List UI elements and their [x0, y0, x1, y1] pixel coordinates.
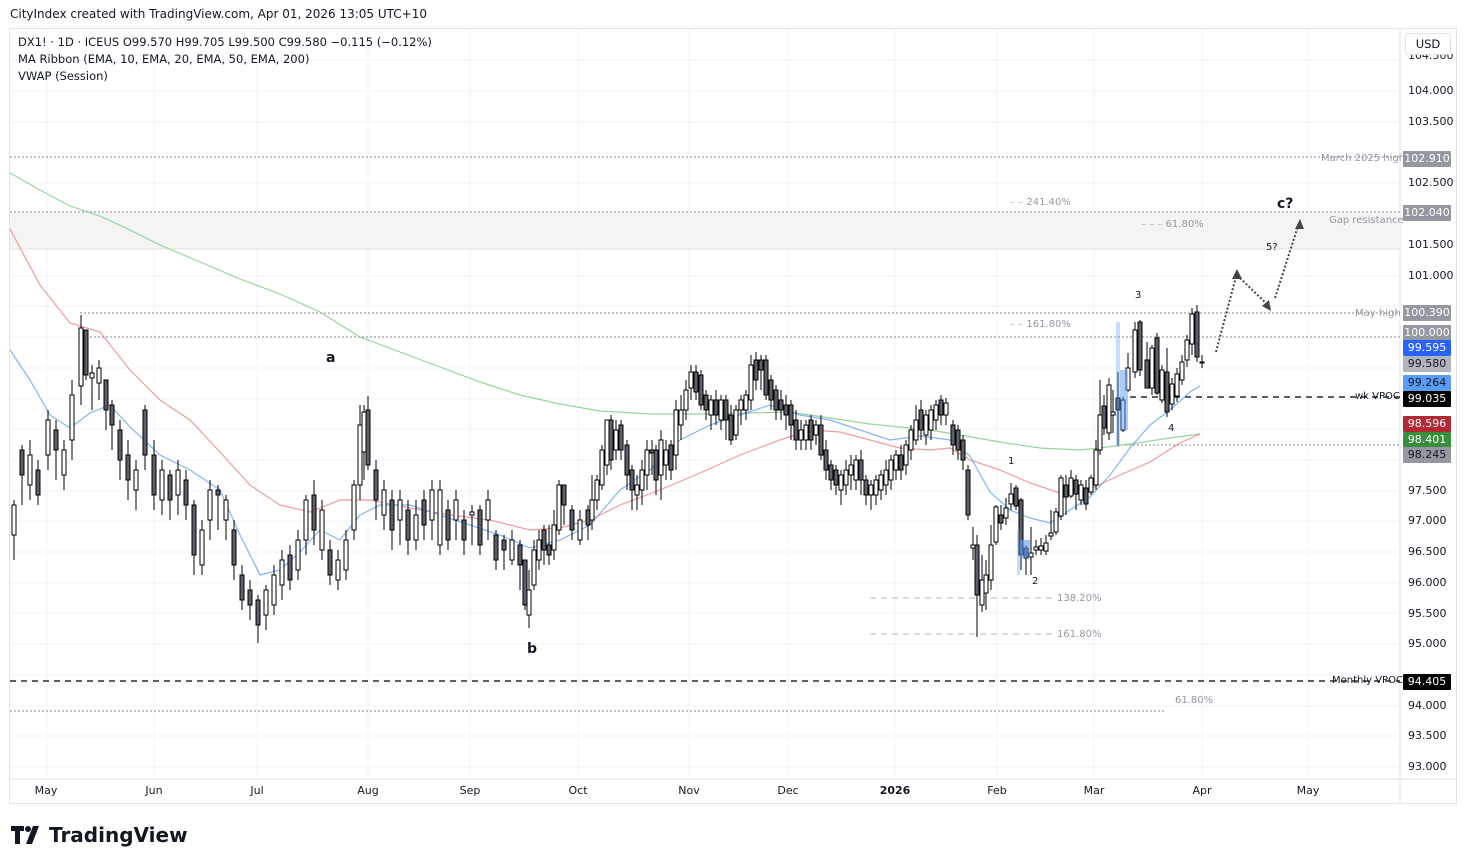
chart-frame: [9, 28, 1457, 804]
time-label-mar: Mar: [1083, 784, 1105, 797]
price-tick: 97.500: [1408, 484, 1447, 497]
tag-last-price: 99.580: [1403, 356, 1451, 372]
fib-1382-label: 138.20%: [1057, 593, 1102, 604]
time-label-may-2026: May: [1296, 784, 1320, 797]
may-high-label: May high: [1355, 308, 1401, 319]
ema50-line: [9, 228, 1201, 531]
fib-618-lower-label: 61.80%: [1175, 695, 1214, 706]
tag-wk-vpoc: 99.035: [1403, 391, 1451, 407]
tag-march-2025-high: 102.910: [1403, 151, 1451, 167]
price-tick: 95.500: [1408, 607, 1447, 620]
wave-a-label: a: [326, 350, 336, 366]
tag-100: 100.000: [1403, 325, 1451, 341]
fib-1618-upper-label: 161.80%: [1026, 319, 1071, 330]
wave-5-label: 5?: [1266, 242, 1278, 253]
wave-4-label: 4: [1168, 423, 1175, 434]
price-tick: 104.000: [1408, 84, 1454, 97]
price-tick: 101.000: [1408, 269, 1454, 282]
time-label-dec: Dec: [777, 784, 799, 797]
time-label-2026: 2026: [879, 784, 911, 797]
grid: [10, 29, 1400, 778]
price-tick: 102.500: [1408, 176, 1454, 189]
price-tick: 96.000: [1408, 576, 1447, 589]
ema200-line: [9, 172, 1201, 451]
tag-vwap: 99.595: [1403, 340, 1451, 356]
price-tick: 95.000: [1408, 637, 1447, 650]
vwap-legend[interactable]: VWAP (Session): [18, 69, 108, 83]
march-2025-high-label: March 2025 high: [1321, 153, 1406, 164]
price-tick: 96.500: [1408, 545, 1447, 558]
time-label-oct: Oct: [568, 784, 588, 797]
time-label-jul: Jul: [250, 784, 264, 797]
price-tick: 93.500: [1408, 729, 1447, 742]
price-axis[interactable]: 104.500 104.000 103.500 102.500 101.500 …: [1401, 29, 1456, 779]
volume-profile: [1017, 322, 1128, 575]
time-axis[interactable]: May Jun Jul Aug Sep Oct Nov Dec 2026 Feb…: [10, 779, 1400, 803]
monthly-vpoc-label: Monthly VPOC: [1332, 675, 1403, 686]
fib-2414-label: 241.40%: [1026, 197, 1071, 208]
wave-c-label: c?: [1277, 196, 1294, 212]
fib-618-upper-label: 61.80%: [1165, 219, 1204, 230]
time-label-jun: Jun: [145, 784, 163, 797]
time-label-apr: Apr: [1192, 784, 1212, 797]
price-tick: 97.000: [1408, 514, 1447, 527]
price-tick: 93.000: [1408, 760, 1447, 773]
tag-ema200: 98.401: [1403, 432, 1451, 448]
level-lines: [10, 156, 1400, 712]
arrowheads: [1232, 219, 1304, 311]
time-label-sep: Sep: [459, 784, 481, 797]
tag-may-high: 100.390: [1403, 305, 1451, 321]
time-label-feb: Feb: [987, 784, 1007, 797]
time-label-aug: Aug: [357, 784, 379, 797]
tag-monthly-vpoc: 94.405: [1403, 674, 1451, 690]
tradingview-logo-icon: [11, 826, 39, 844]
tradingview-logo-text: TradingView: [49, 823, 188, 847]
tradingview-logo[interactable]: TradingView: [11, 823, 188, 847]
chart-credit: CityIndex created with TradingView.com, …: [10, 7, 427, 21]
wave-b-label: b: [527, 641, 538, 657]
time-label-may: May: [34, 784, 58, 797]
candles: [11, 305, 1205, 643]
ema20-line: [9, 349, 1201, 576]
price-tick: 104.500: [1408, 54, 1454, 62]
chart-legend: DX1! · 1D · ICEUS O99.570 H99.705 L99.50…: [18, 34, 432, 85]
price-tick: 101.500: [1408, 238, 1454, 251]
tag-ema50: 98.596: [1403, 416, 1451, 432]
fib-1618-lower-label: 161.80%: [1057, 629, 1102, 640]
price-tick: 94.000: [1408, 699, 1447, 712]
price-tick: 103.500: [1408, 115, 1454, 128]
gap-resistance-label: Gap resistance: [1329, 215, 1404, 226]
wave-2-label: 2: [1032, 576, 1039, 587]
wk-vpoc-label: wk VPOC: [1355, 391, 1400, 402]
wave-3-label: 3: [1135, 290, 1142, 301]
gap-resistance-zone: [10, 213, 1400, 249]
currency-button[interactable]: USD: [1405, 33, 1451, 55]
symbol-legend[interactable]: DX1! · 1D · ICEUS O99.570 H99.705 L99.50…: [18, 35, 432, 49]
time-label-nov: Nov: [678, 784, 700, 797]
tag-98245: 98.245: [1403, 447, 1451, 463]
ma-ribbon-legend[interactable]: MA Ribbon (EMA, 10, EMA, 20, EMA, 50, EM…: [18, 52, 310, 66]
tag-ema10: 99.264: [1403, 375, 1451, 391]
projection-arrows: [1215, 222, 1300, 353]
tag-gap-resistance: 102.040: [1403, 205, 1451, 221]
wave-1-label: 1: [1008, 456, 1015, 467]
